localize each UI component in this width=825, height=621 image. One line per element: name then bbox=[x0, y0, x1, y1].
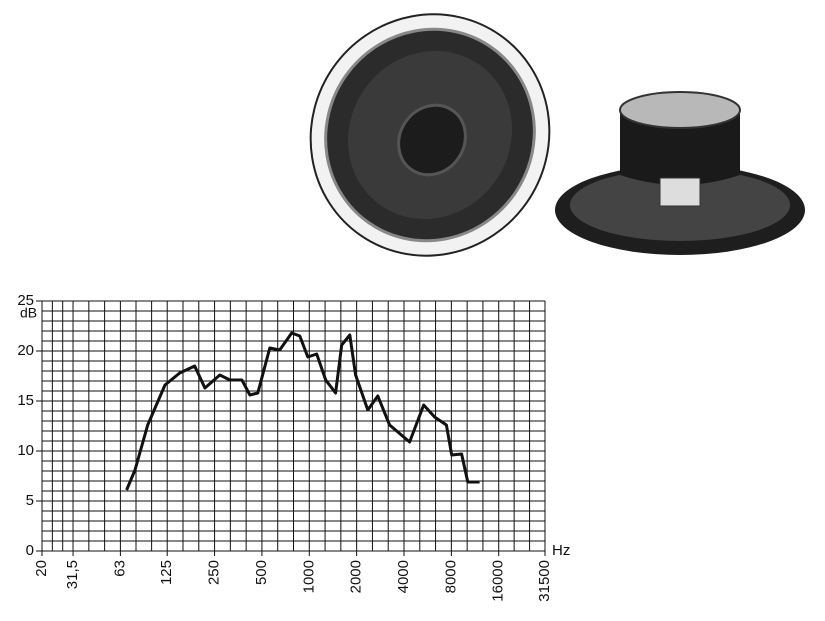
y-tick-label: 25 bbox=[17, 292, 34, 309]
x-tick-label: 125 bbox=[158, 560, 175, 585]
y-tick-label: 0 bbox=[26, 542, 34, 559]
x-tick-label: 20 bbox=[33, 560, 50, 577]
x-tick-label: 8000 bbox=[442, 560, 459, 593]
y-axis-label: dB bbox=[20, 305, 37, 321]
speaker-front bbox=[309, 13, 551, 257]
x-tick-label: 4000 bbox=[395, 560, 412, 593]
x-tick-label: 1000 bbox=[300, 560, 317, 593]
y-tick-label: 5 bbox=[26, 492, 34, 509]
y-tick-label: 10 bbox=[17, 442, 34, 459]
x-tick-label: 2000 bbox=[348, 560, 365, 593]
y-tick-label: 15 bbox=[17, 392, 34, 409]
response-line bbox=[125, 331, 480, 491]
y-tick-label: 20 bbox=[17, 342, 34, 359]
x-tick-label: 31,5 bbox=[64, 560, 81, 589]
x-tick-label: 31500 bbox=[536, 560, 553, 602]
x-tick-label: 63 bbox=[111, 560, 128, 577]
x-tick-label: 500 bbox=[253, 560, 270, 585]
x-tick-label: 250 bbox=[206, 560, 223, 585]
speaker-back bbox=[555, 91, 805, 255]
x-tick-label: 16000 bbox=[490, 560, 507, 602]
x-axis-label: Hz bbox=[552, 542, 570, 559]
